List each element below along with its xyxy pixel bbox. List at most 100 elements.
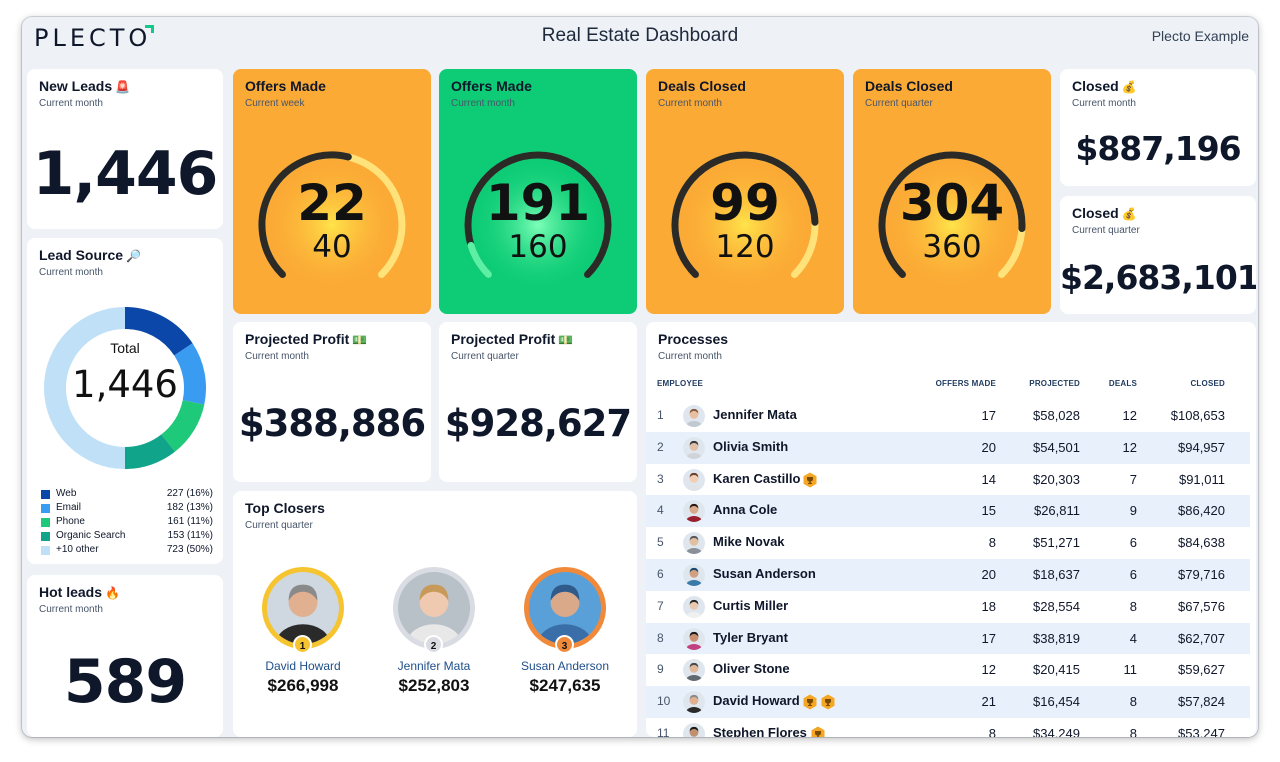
projected-cell: $20,303: [1033, 471, 1080, 487]
closed-month-card[interactable]: Closed 💰 Current month $887,196: [1060, 69, 1256, 186]
avatar: [683, 405, 705, 427]
donut-slice-phone[interactable]: [161, 399, 205, 452]
legend-label: Phone: [56, 516, 85, 527]
offers-made-month-subtitle: Current month: [451, 98, 515, 109]
table-row[interactable]: 11 Stephen Flores 8 $34,249 8 $53,247: [646, 718, 1250, 737]
closed-month-subtitle: Current month: [1072, 98, 1136, 109]
new-leads-card[interactable]: New Leads 🚨 Current month 1,446: [27, 69, 223, 229]
closed-cell: $67,576: [1178, 598, 1225, 614]
person-icon: [683, 468, 705, 491]
col-closed[interactable]: CLOSED: [1190, 379, 1225, 388]
lead-source-card[interactable]: Lead Source 🔎 Current month Total 1,446 W…: [27, 238, 223, 564]
deals-closed-month-target: 120: [715, 229, 775, 265]
avatar: [683, 627, 705, 650]
logo-accent-mark: [145, 25, 155, 33]
profit-month-title: Projected Profit: [245, 331, 350, 347]
table-row[interactable]: 8 Tyler Bryant 17 $38,819 4 $62,707: [646, 622, 1250, 655]
table-row[interactable]: 10 David Howard 21 $16,454 8 $57,824: [646, 686, 1250, 718]
closer-amount: $266,998: [267, 676, 339, 695]
deals-cell: 4: [1129, 630, 1137, 646]
col-deals[interactable]: DEALS: [1108, 379, 1137, 388]
table-row[interactable]: 6 Susan Anderson 20 $18,637 6 $79,716: [646, 558, 1250, 591]
avatar: [267, 572, 339, 644]
offers-made-cell: 8: [988, 535, 996, 551]
table-row[interactable]: 7 Curtis Miller 18 $28,554 8 $67,576: [646, 591, 1250, 623]
card-title: Projected Profit 💵: [245, 331, 367, 347]
col-employee[interactable]: EMPLOYEE: [657, 379, 704, 388]
legend-swatch: [41, 490, 50, 499]
donut-slice-web[interactable]: [124, 307, 193, 356]
rank-badge: 3: [555, 635, 574, 654]
card-title: Hot leads 🔥: [39, 584, 120, 600]
rank-badge: 1: [293, 635, 312, 654]
rank-badge: 2: [424, 635, 443, 654]
gauge-overflow: [467, 241, 492, 278]
account-name[interactable]: Plecto Example: [1151, 28, 1249, 44]
offers-made-week-target: 40: [312, 229, 352, 265]
legend-item[interactable]: Web 227 (16%): [41, 488, 213, 502]
person-icon: [683, 627, 705, 650]
col-offers-made[interactable]: OFFERS MADE: [935, 379, 996, 388]
top-closer-3[interactable]: 3 Susan Anderson $247,635: [505, 567, 625, 696]
profit-quarter-value: $928,627: [444, 402, 632, 445]
projected-profit-month-card[interactable]: Projected Profit 💵 Current month $388,886: [233, 322, 431, 482]
donut-slice-email[interactable]: [173, 343, 206, 405]
table-row[interactable]: 3 Karen Castillo 14 $20,303 7 $91,011: [646, 464, 1250, 496]
offers-made-month-card[interactable]: Offers Made Current month 191 160: [439, 69, 637, 314]
legend-item[interactable]: Organic Search 153 (11%): [41, 530, 213, 544]
legend-item[interactable]: +10 other 723 (50%): [41, 544, 213, 558]
closer-amount: $252,803: [398, 676, 470, 695]
legend-item[interactable]: Phone 161 (11%): [41, 516, 213, 530]
avatar: [683, 500, 705, 523]
new-leads-title: New Leads: [39, 78, 113, 94]
top-closers-card[interactable]: Top Closers Current quarter 1 David Howar…: [233, 491, 637, 737]
projected-cell: $26,811: [1033, 503, 1080, 519]
avatar: [683, 563, 705, 586]
deals-closed-month-card[interactable]: Deals Closed Current month 99 120: [646, 69, 844, 314]
deals-closed-quarter-card[interactable]: Deals Closed Current quarter 304 360: [853, 69, 1051, 314]
top-closers-title: Top Closers: [245, 500, 325, 516]
offers-made-week-card[interactable]: Offers Made Current week 22 40: [233, 69, 431, 314]
processes-title: Processes: [658, 331, 729, 347]
closed-quarter-card[interactable]: Closed 💰 Current quarter $2,683,101: [1060, 196, 1256, 314]
offers-made-cell: 12: [981, 662, 996, 678]
legend-item[interactable]: Email 182 (13%): [41, 502, 213, 516]
top-closer-1[interactable]: 1 David Howard $266,998: [243, 567, 363, 696]
table-row[interactable]: 9 Oliver Stone 12 $20,415 11 $59,627: [646, 654, 1250, 686]
projected-profit-quarter-card[interactable]: Projected Profit 💵 Current quarter $928,6…: [439, 322, 637, 482]
projected-cell: $18,637: [1033, 566, 1080, 582]
donut-slice-organic-search[interactable]: [124, 434, 175, 469]
dashboard-screen: PLECTO Real Estate Dashboard Plecto Exam…: [22, 17, 1258, 737]
donut-total-value: 1,446: [72, 363, 178, 406]
table-row[interactable]: 4 Anna Cole 15 $26,811 9 $86,420: [646, 495, 1250, 528]
person-icon: [683, 722, 705, 737]
closed-cell: $84,638: [1178, 535, 1225, 551]
table-row[interactable]: 1 Jennifer Mata 17 $58,028 12 $108,653: [646, 400, 1250, 432]
legend-label: Web: [56, 488, 77, 499]
deals-cell: 9: [1129, 503, 1137, 519]
offers-made-cell: 21: [981, 694, 996, 710]
col-projected[interactable]: PROJECTED: [1029, 379, 1080, 388]
plecto-logo[interactable]: PLECTO: [34, 24, 155, 52]
hot-leads-card[interactable]: Hot leads 🔥 Current month 589: [27, 575, 223, 737]
magnifier-icon: 🔎: [126, 249, 141, 263]
top-closer-2[interactable]: 2 Jennifer Mata $252,803: [374, 567, 494, 696]
person-icon: [683, 405, 705, 427]
employee-name: Susan Anderson: [713, 565, 816, 581]
offers-made-cell: 20: [981, 566, 996, 582]
person-icon: [683, 436, 705, 459]
processes-card[interactable]: Processes Current month EMPLOYEE OFFERS …: [646, 322, 1256, 737]
top-closers-subtitle: Current quarter: [245, 520, 313, 531]
employee-name: Mike Novak: [713, 534, 785, 550]
legend-swatch: [41, 518, 50, 527]
table-row[interactable]: 2 Olivia Smith 20 $54,501 12 $94,957: [646, 431, 1250, 464]
table-row[interactable]: 5 Mike Novak 8 $51,271 6 $84,638: [646, 527, 1250, 559]
donut-slice-other[interactable]: [44, 307, 126, 469]
money-bag-icon: 💰: [1121, 80, 1137, 94]
closed-cell: $53,247: [1178, 725, 1225, 737]
legend-value: 723 (50%): [166, 544, 213, 555]
profit-month-value: $388,886: [238, 402, 426, 445]
row-rank: 3: [657, 471, 664, 486]
offers-made-week-gauge: [258, 151, 406, 293]
closed-cell: $62,707: [1178, 630, 1225, 646]
